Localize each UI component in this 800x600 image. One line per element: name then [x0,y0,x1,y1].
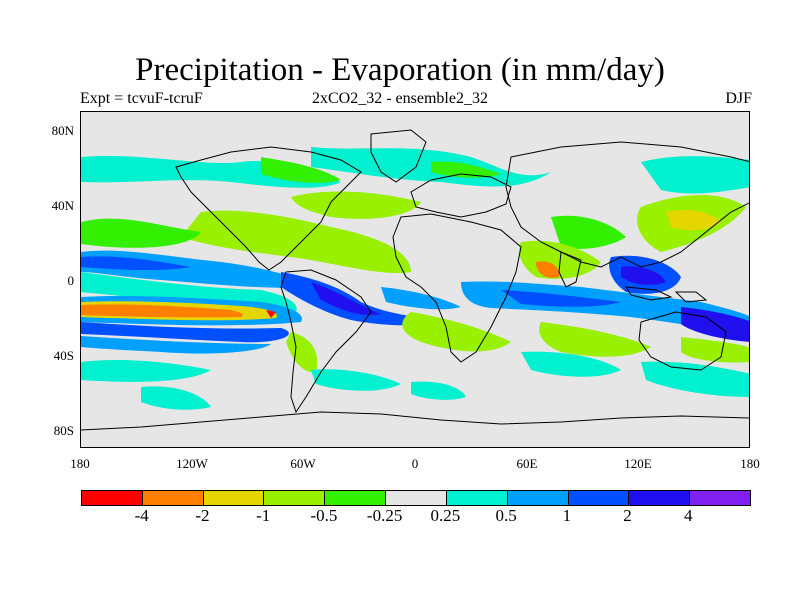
colorbar [81,490,751,506]
colorbar-box [142,491,204,505]
coastlines [81,129,749,431]
colorbar-label: -0.5 [310,506,338,525]
colorbar-label: -0.25 [366,506,403,525]
colorbar-label: -2 [195,506,210,525]
lon-tick-60w: 60W [290,456,316,471]
ensemble-label: 2xCO2_32 - ensemble2_32 [312,90,488,107]
lat-tick-80n: 80N [51,123,74,138]
colorbar-box [386,491,447,505]
experiment-label: Expt = tcvuF-tcruF [80,90,203,107]
colorbar-box [690,491,750,505]
colorbar-label: 0.5 [495,506,517,525]
lat-tick-40s: 40S [53,348,74,363]
lon-tick-60e: 60E [516,456,538,471]
colorbar-label: 2 [623,506,632,525]
lon-tick-120w: 120W [176,456,208,471]
colorbar-box [629,491,691,505]
lon-tick-120e: 120E [624,456,652,471]
colorbar-box [446,491,508,505]
colorbar-box [203,491,265,505]
lon-tick-180w: 180 [70,456,90,471]
colorbar-label: 1 [562,506,572,525]
colorbar-label: 4 [684,506,693,525]
colorbar-box [568,491,630,505]
contour-fills [81,147,749,410]
lon-tick-0: 0 [411,456,419,471]
lon-tick-180e: 180 [740,456,760,471]
lat-tick-0: 0 [67,273,75,288]
map-title: Precipitation - Evaporation (in mm/day) [135,52,665,88]
colorbar-box [325,491,387,505]
pe-field-map [81,129,749,431]
lat-tick-80s: 80S [53,423,74,438]
colorbar-label: -4 [134,506,149,525]
colorbar-box [507,491,569,505]
colorbar-box [264,491,326,505]
map-panel [80,111,750,448]
colorbar-label: -1 [256,506,271,525]
colorbar-box [82,491,143,505]
lat-tick-40n: 40N [51,198,74,213]
colorbar-label: 0.25 [430,506,461,525]
season-label: DJF [725,90,752,107]
